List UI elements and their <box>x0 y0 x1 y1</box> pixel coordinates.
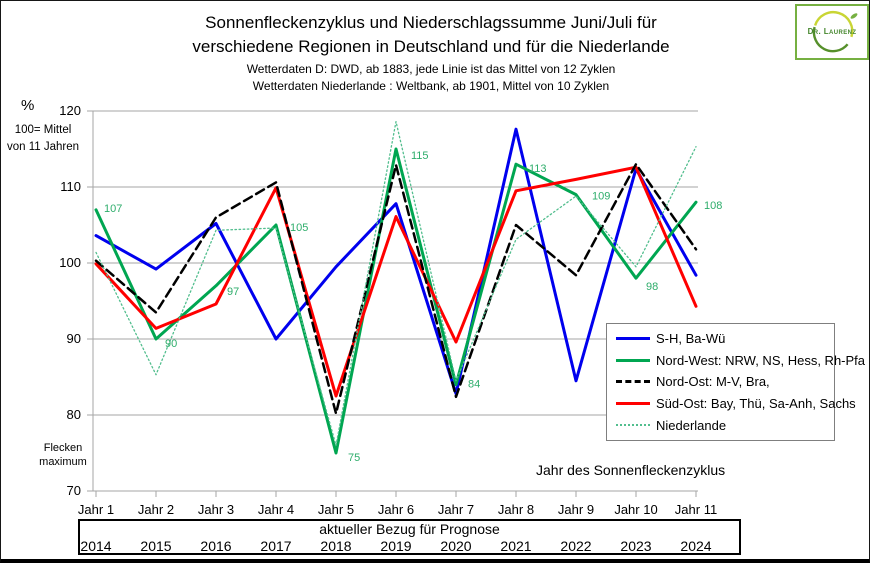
x-tick-label-9: Jahr 9 <box>557 502 595 517</box>
y-axis-note: 100= Mittel von 11 Jahren <box>3 122 83 156</box>
flecken-note-line1: Flecken <box>43 442 83 454</box>
data-label-Jahr 1: 107 <box>104 203 122 215</box>
data-label-Jahr 3: 97 <box>227 286 239 298</box>
prognose-year-2023: 2023 <box>620 538 652 554</box>
flecken-maximum-note: Flecken maximum <box>29 441 97 469</box>
legend-label: Niederlande <box>656 417 727 433</box>
y-tick-label-80: 80 <box>66 407 81 422</box>
series-line-1-solid <box>94 147 698 455</box>
prognose-year-2022: 2022 <box>560 538 592 554</box>
x-tick-label-1: Jahr 1 <box>77 502 115 517</box>
prognose-year-2021: 2021 <box>500 538 532 554</box>
x-tick-label-6: Jahr 6 <box>377 502 415 517</box>
prognose-table-title: aktueller Bezug für Prognose <box>319 521 500 537</box>
legend-box: S-H, Ba-Wü Nord-West: NRW, NS, Hess, Rh-… <box>606 323 865 441</box>
legend-swatch-red-solid <box>616 402 650 406</box>
x-tick-label-3: Jahr 3 <box>197 502 235 517</box>
x-tick-label-2: Jahr 2 <box>137 502 175 517</box>
legend-label: Nord-West: NRW, NS, Hess, Rh-Pfa <box>656 352 866 368</box>
series-line-0-solid <box>94 127 698 396</box>
data-label-Jahr 7: 84 <box>468 379 480 391</box>
x-tick-label-4: Jahr 4 <box>257 502 295 517</box>
data-label-Jahr 4: 105 <box>290 222 308 234</box>
prognose-table-box <box>78 519 741 555</box>
y-axis-note-line2: von 11 Jahren <box>6 141 80 153</box>
legend-label: Nord-Ost: M-V, Bra, <box>656 374 770 390</box>
legend-label: Süd-Ost: Bay, Thü, Sa-Anh, Sachs <box>656 396 856 412</box>
y-tick-label-70: 70 <box>66 483 81 498</box>
dr-laurenz-logo: Dr. Laurenz <box>795 4 869 60</box>
x-tick-label-7: Jahr 7 <box>437 502 475 517</box>
legend-item-niederlande: Niederlande <box>616 418 830 433</box>
data-label-Jahr 9: 109 <box>592 191 610 203</box>
chart-subtitle-line1: Wetterdaten D: DWD, ab 1883, jede Linie … <box>246 62 616 76</box>
legend-swatch-green-solid <box>616 358 650 362</box>
data-label-Jahr 10: 98 <box>646 281 658 293</box>
data-label-Jahr 8: 113 <box>529 163 547 175</box>
legend-label: S-H, Ba-Wü <box>656 331 726 347</box>
chart-title-line1: Sonnenfleckenzyklus und Niederschlagssum… <box>205 13 657 32</box>
series-line-4-dotted <box>95 120 697 447</box>
y-tick-label-100: 100 <box>59 255 81 270</box>
y-axis-note-line1: 100= Mittel <box>14 124 72 136</box>
logo-circle-icon <box>812 10 858 53</box>
chart-title: Sonnenfleckenzyklus und Niederschlagssum… <box>1 11 861 59</box>
chart-title-line2: verschiedene Regionen in Deutschland und… <box>192 37 670 56</box>
flecken-note-line2: maximum <box>39 456 87 468</box>
x-axis-title: Jahr des Sonnenfleckenzyklus <box>536 462 726 478</box>
y-tick-label-110: 110 <box>60 179 81 194</box>
prognose-year-2014: 2014 <box>80 538 112 554</box>
legend-item-sh-bawue: S-H, Ba-Wü <box>616 331 830 346</box>
series-line-2-dashed <box>94 162 698 415</box>
x-tick-label-8: Jahr 8 <box>497 502 535 517</box>
legend-swatch-green-dotted <box>616 424 650 427</box>
data-label-Jahr 2: 90 <box>165 338 177 350</box>
logo-text: Dr. Laurenz <box>807 27 857 36</box>
data-label-Jahr 5: 75 <box>348 452 360 464</box>
legend-item-sued-ost: Süd-Ost: Bay, Thü, Sa-Anh, Sachs <box>616 396 856 411</box>
prognose-year-2016: 2016 <box>200 538 232 554</box>
legend-item-nord-west: Nord-West: NRW, NS, Hess, Rh-Pfa <box>616 353 865 368</box>
x-tick-label-10: Jahr 10 <box>614 502 658 517</box>
y-axis-unit-label: % <box>21 97 35 114</box>
prognose-year-2018: 2018 <box>320 538 352 554</box>
x-tick-label-11: Jahr 11 <box>674 502 718 517</box>
data-label-Jahr 11: 108 <box>704 200 722 212</box>
prognose-year-2015: 2015 <box>140 538 172 554</box>
x-tick-label-5: Jahr 5 <box>317 502 355 517</box>
y-tick-label-90: 90 <box>66 331 81 346</box>
legend-swatch-black-dashed <box>616 380 650 384</box>
leaf-icon <box>850 13 858 19</box>
prognose-year-2024: 2024 <box>680 538 712 554</box>
chart-subtitle-line2: Wetterdaten Niederlande : Weltbank, ab 1… <box>252 79 610 93</box>
legend-item-nord-ost: Nord-Ost: M-V, Bra, <box>616 374 830 389</box>
chart-subtitle: Wetterdaten D: DWD, ab 1883, jede Linie … <box>1 61 861 95</box>
prognose-year-2017: 2017 <box>260 538 292 554</box>
prognose-year-2019: 2019 <box>380 538 412 554</box>
prognose-year-2020: 2020 <box>440 538 472 554</box>
y-tick-label-120: 120 <box>59 103 81 118</box>
legend-swatch-blue-solid <box>616 337 650 341</box>
data-label-Jahr 6: 115 <box>411 150 429 162</box>
series-line-3-solid <box>94 165 698 398</box>
